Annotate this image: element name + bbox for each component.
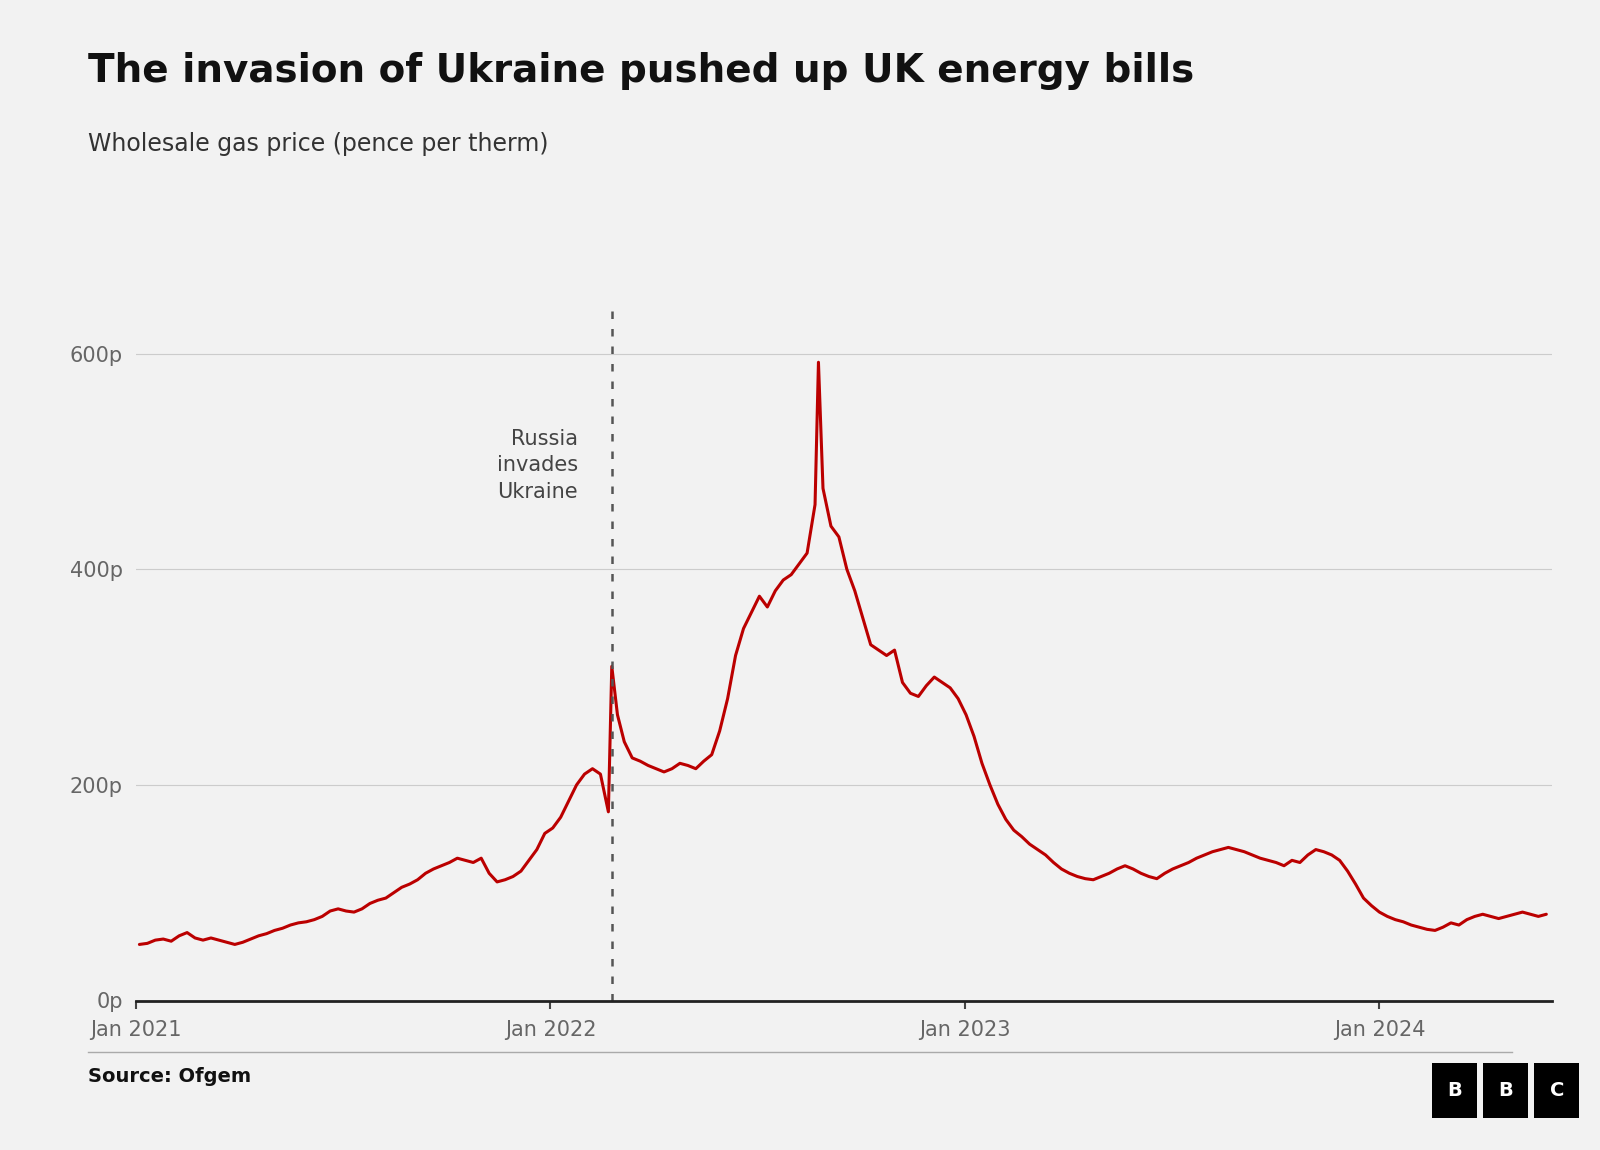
Text: B: B xyxy=(1446,1081,1462,1099)
Text: C: C xyxy=(1550,1081,1563,1099)
Text: Russia
invades
Ukraine: Russia invades Ukraine xyxy=(496,429,578,501)
Text: B: B xyxy=(1498,1081,1514,1099)
Text: The invasion of Ukraine pushed up UK energy bills: The invasion of Ukraine pushed up UK ene… xyxy=(88,52,1194,90)
Text: Wholesale gas price (pence per therm): Wholesale gas price (pence per therm) xyxy=(88,132,549,156)
Text: Source: Ofgem: Source: Ofgem xyxy=(88,1067,251,1087)
